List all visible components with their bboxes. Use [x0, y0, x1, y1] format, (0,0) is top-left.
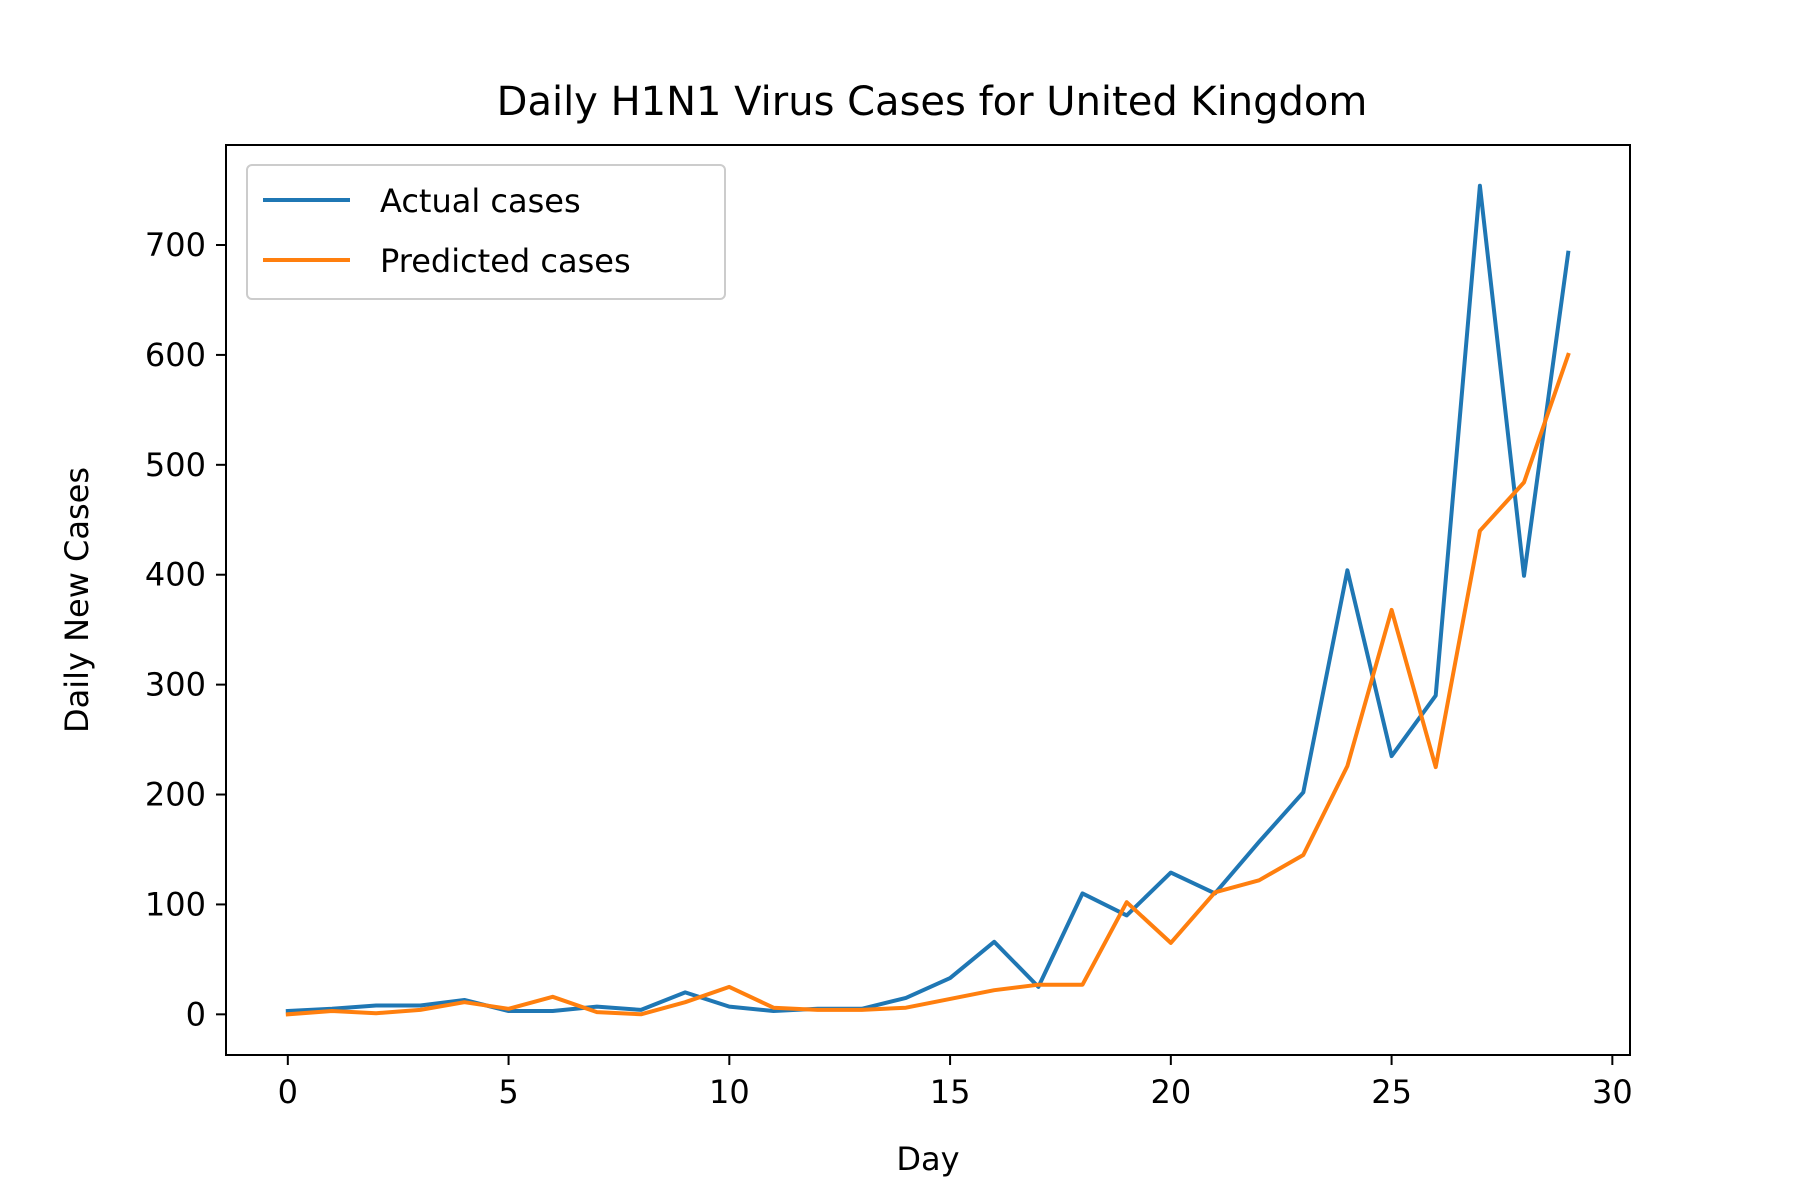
y-axis-label: Daily New Cases [58, 467, 96, 733]
x-tick-label: 15 [930, 1073, 971, 1111]
y-tick-label: 200 [145, 776, 206, 814]
y-tick-label: 700 [145, 226, 206, 264]
series-line-predicted [285, 352, 1571, 1017]
y-tick-label: 400 [145, 556, 206, 594]
legend-label-actual: Actual cases [380, 182, 581, 220]
x-tick-label: 10 [709, 1073, 750, 1111]
x-axis-label: Day [896, 1140, 959, 1178]
x-tick-label: 25 [1371, 1073, 1412, 1111]
x-tick-label: 30 [1592, 1073, 1633, 1111]
x-tick-label: 0 [278, 1073, 298, 1111]
y-tick-label: 600 [145, 336, 206, 374]
legend-box [246, 164, 726, 300]
y-tick-label: 0 [186, 995, 206, 1033]
legend-label-predicted: Predicted cases [380, 242, 631, 280]
y-axis: 0 100 200 300 400 500 600 700 [145, 226, 226, 1033]
chart-title: Daily H1N1 Virus Cases for United Kingdo… [497, 79, 1368, 125]
y-tick-label: 300 [145, 666, 206, 704]
x-tick-label: 20 [1150, 1073, 1191, 1111]
plot-frame [225, 144, 1631, 1056]
legend: Actual cases Predicted cases [246, 164, 726, 300]
x-axis: 0 5 10 15 20 25 30 [278, 1055, 1633, 1111]
series-layer [285, 183, 1571, 1017]
y-tick-label: 100 [145, 885, 206, 923]
x-tick-label: 5 [498, 1073, 518, 1111]
y-tick-label: 500 [145, 446, 206, 484]
